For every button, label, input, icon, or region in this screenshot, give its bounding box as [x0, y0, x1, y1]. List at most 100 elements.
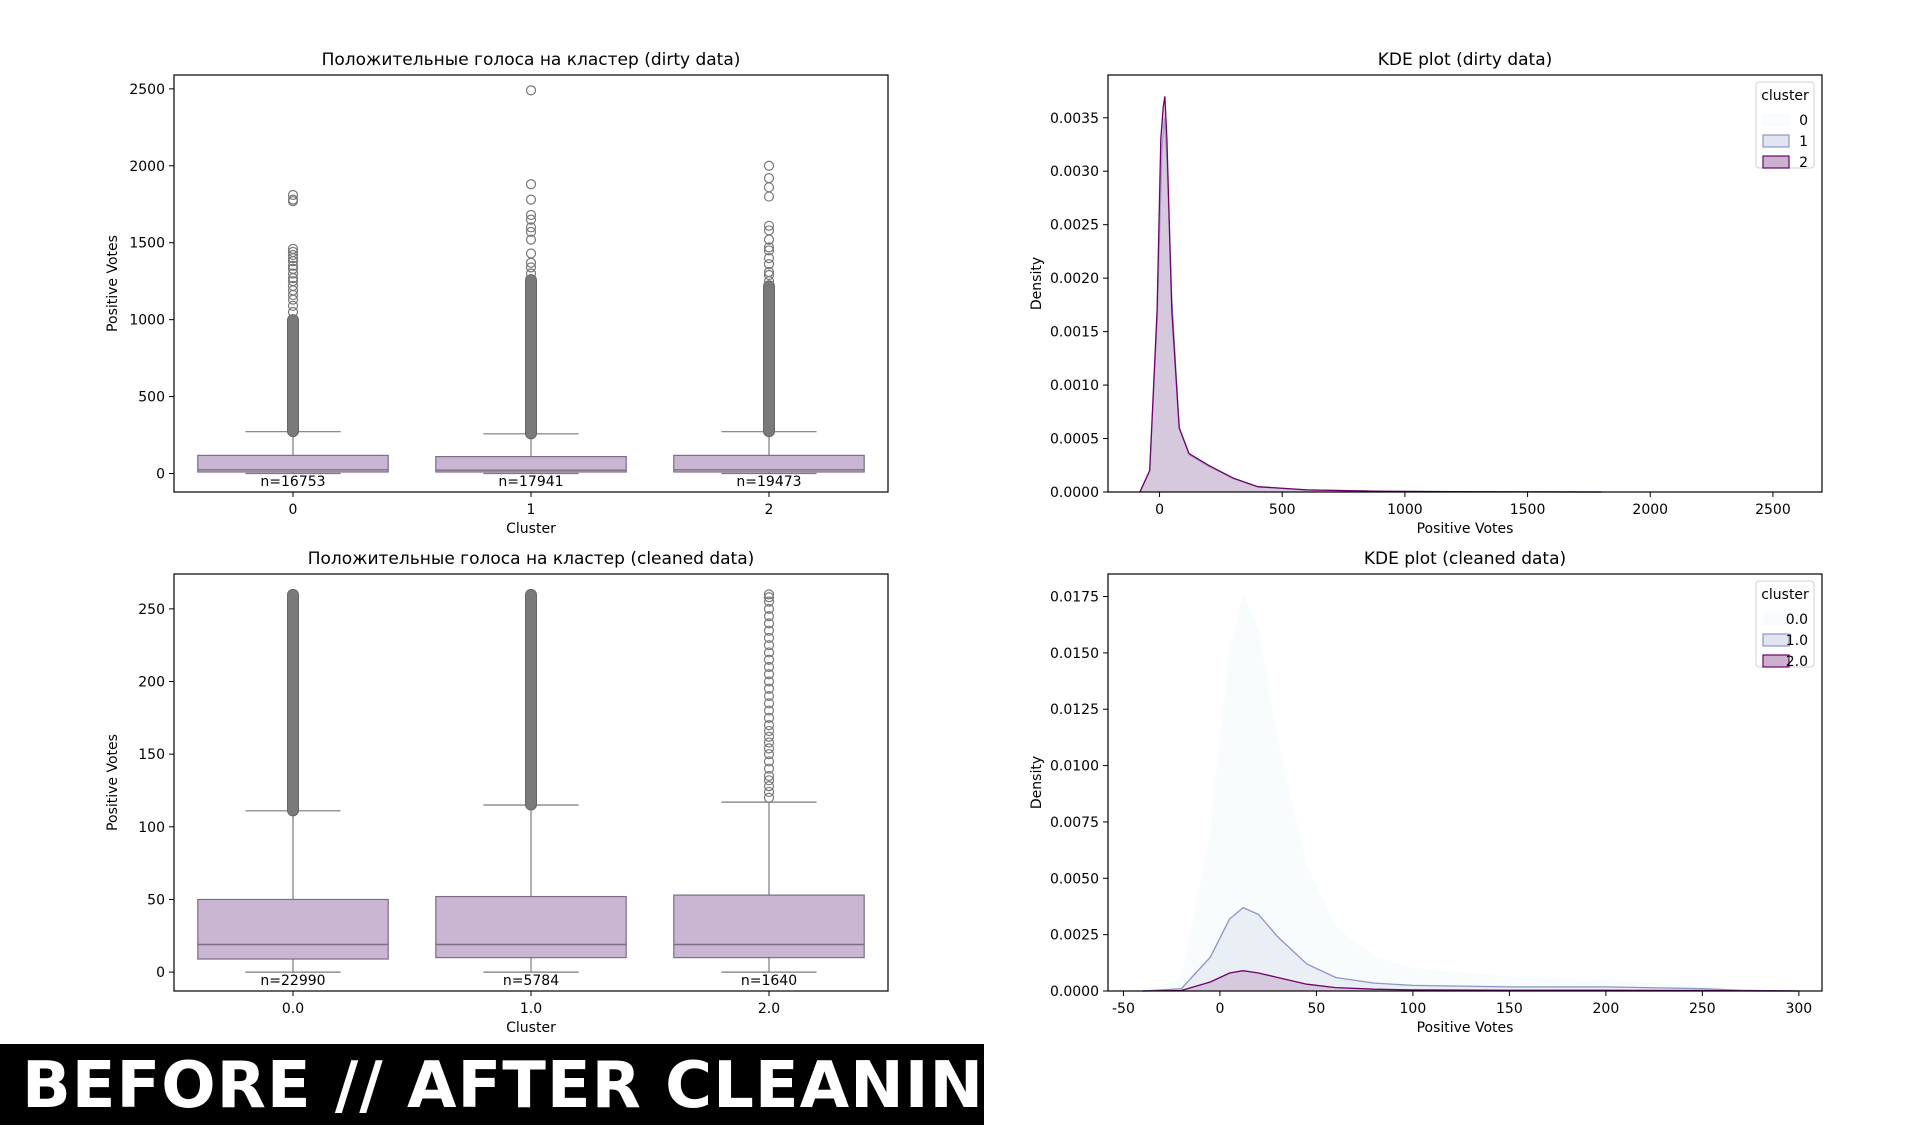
chart4-legend-swatch	[1762, 612, 1790, 626]
chart3-outlier-point	[763, 647, 775, 658]
chart1-n-label: n=17941	[498, 474, 563, 490]
chart4-ylabel: Density	[1029, 756, 1045, 809]
chart2-ytick-label: 0.0005	[1050, 432, 1099, 448]
chart1-outlier-point	[763, 172, 775, 184]
chart1-ytick-label: 1500	[129, 236, 165, 252]
chart2-ytick-label: 0.0035	[1050, 111, 1099, 127]
chart2-title: KDE plot (dirty data)	[1378, 50, 1553, 70]
chart4-ytick-label: 0.0150	[1050, 646, 1099, 662]
chart4-xtick-label: 0	[1215, 1001, 1224, 1017]
chart4-ytick-label: 0.0050	[1050, 871, 1099, 887]
chart3-outlier-point	[763, 676, 775, 687]
chart2-xtick-label: 0	[1155, 502, 1164, 518]
chart1-outlier-point	[525, 226, 537, 238]
chart3-outlier-point	[763, 690, 775, 702]
chart4-xtick-label: 300	[1785, 1001, 1812, 1017]
chart3-ytick-label: 50	[147, 892, 165, 908]
chart3-n-label: n=22990	[260, 973, 325, 989]
chart4-legend-label: 0.0	[1786, 612, 1808, 628]
chart3-outlier-point	[763, 596, 775, 607]
chart1-outlier-point	[525, 262, 537, 273]
chart3-outlier-point	[763, 756, 775, 767]
chart3-outlier-point	[763, 669, 775, 680]
chart2-legend-label: 2	[1799, 155, 1808, 171]
chart1-outlier-point	[763, 259, 775, 270]
chart3-outlier-band	[287, 588, 299, 817]
chart3-outlier-band	[525, 588, 537, 811]
chart2-xlabel: Positive Votes	[1417, 521, 1514, 537]
chart1-ytick-label: 0	[156, 467, 165, 483]
chart1-xtick-label: 1	[527, 502, 536, 518]
chart1-outlier-point	[287, 276, 299, 287]
chart4-legend-label: 1.0	[1786, 633, 1808, 649]
chart3-ytick-label: 100	[138, 820, 165, 836]
chart3-outlier-point	[763, 792, 775, 803]
chart4-xtick-label: 100	[1400, 1001, 1427, 1017]
chart2-kde-area-0	[1139, 139, 1602, 492]
chart2-ytick-label: 0.0025	[1050, 218, 1099, 234]
chart4-legend-swatch	[1762, 633, 1790, 647]
chart1-outlier-point	[287, 189, 299, 201]
chart1-n-label: n=19473	[736, 474, 801, 490]
chart2-kde-line-2	[1139, 96, 1602, 493]
chart2-legend-swatch	[1762, 134, 1790, 148]
chart3-outlier-point	[763, 720, 775, 731]
chart3-outlier-point	[763, 775, 775, 786]
chart4-legend-title: cluster	[1761, 587, 1809, 603]
chart1-outlier-point	[287, 260, 299, 271]
chart2-legend-label: 0	[1799, 113, 1808, 129]
chart2-xtick-label: 1000	[1387, 502, 1423, 518]
chart3-outlier-point	[763, 625, 775, 636]
chart1-outlier-band	[287, 314, 299, 438]
chart1-outlier-point	[525, 234, 537, 245]
chart1-outlier-point	[287, 268, 299, 279]
chart3-n-label: n=1640	[741, 973, 797, 989]
chart3-xlabel: Cluster	[506, 1020, 556, 1036]
chart3-box	[197, 898, 389, 960]
chart1-plot-frame	[173, 74, 889, 493]
chart1-title: Положительные голоса на кластер (dirty d…	[322, 50, 741, 70]
chart1-outlier-point	[525, 209, 537, 221]
chart1-outlier-point	[525, 214, 537, 225]
chart1-outlier-point	[287, 280, 299, 291]
chart4-kde-area-1.0	[1142, 907, 1799, 991]
chart4-kde-area-0.0	[1142, 596, 1799, 991]
chart4-plot-frame	[1107, 573, 1823, 992]
chart1-xtick-label: 2	[765, 502, 774, 518]
chart1-box	[197, 454, 389, 473]
chart3-outlier-point	[763, 640, 775, 651]
chart1-outlier-point	[287, 243, 299, 254]
chart1-outlier-point	[763, 242, 775, 253]
chart4-ytick-label: 0.0025	[1050, 928, 1099, 944]
chart1-outlier-point	[525, 85, 537, 96]
chart1-outlier-point	[763, 253, 775, 264]
chart4-ytick-label: 0.0175	[1050, 590, 1099, 606]
chart1-ytick-label: 500	[138, 390, 165, 406]
chart4-ytick-label: 0.0125	[1050, 702, 1099, 718]
chart4-legend-label: 2.0	[1786, 654, 1808, 670]
chart3-outlier-point	[763, 661, 775, 673]
chart3-outlier-point	[763, 618, 775, 629]
chart3-outlier-point	[763, 786, 775, 798]
chart4-xtick-label: 50	[1307, 1001, 1325, 1017]
chart1-outlier-point	[287, 194, 299, 205]
chart1-outlier-band	[763, 280, 775, 438]
chart3-outlier-point	[763, 725, 775, 737]
chart3-outlier-point	[763, 712, 775, 723]
chart3-n-label: n=5784	[503, 973, 559, 989]
chart2-ytick-label: 0.0030	[1050, 164, 1099, 180]
chart1-outlier-point	[287, 246, 299, 258]
chart2-ytick-label: 0.0000	[1050, 485, 1099, 501]
chart3-outlier-point	[763, 589, 775, 600]
chart4-ytick-label: 0.0075	[1050, 815, 1099, 831]
chart2-kde-area-1	[1139, 117, 1602, 493]
chart2-legend-swatch	[1762, 113, 1790, 127]
chart1-outlier-point	[525, 268, 537, 279]
chart1-ytick-label: 2500	[129, 82, 165, 98]
chart1-outlier-point	[525, 222, 537, 233]
chart1-outlier-point	[763, 191, 775, 202]
chart1-outlier-point	[763, 266, 775, 278]
chart4-xtick-label: 150	[1496, 1001, 1523, 1017]
chart4-title: KDE plot (cleaned data)	[1364, 549, 1566, 569]
